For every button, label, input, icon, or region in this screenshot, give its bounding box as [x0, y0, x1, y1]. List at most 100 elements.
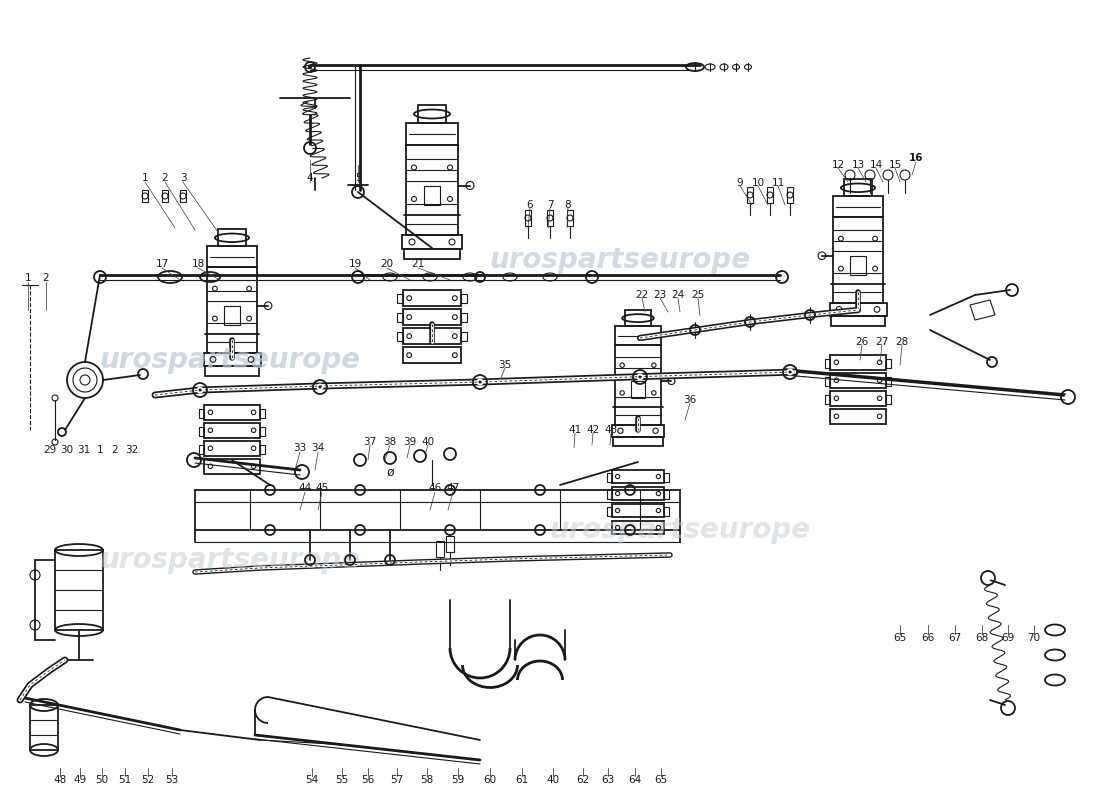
Text: urospartseurope: urospartseurope: [549, 516, 811, 544]
Text: 67: 67: [948, 633, 961, 643]
Bar: [462, 313, 468, 322]
Text: 16: 16: [909, 153, 923, 163]
Text: 55: 55: [336, 775, 349, 785]
Bar: [830, 373, 886, 387]
Text: 60: 60: [483, 775, 496, 785]
Circle shape: [789, 370, 792, 374]
Bar: [606, 490, 612, 499]
Bar: [462, 294, 468, 303]
Circle shape: [847, 173, 852, 178]
Circle shape: [476, 378, 484, 386]
Bar: [786, 187, 793, 203]
Text: 66: 66: [922, 633, 935, 643]
Bar: [625, 310, 651, 326]
Circle shape: [387, 455, 393, 461]
Text: 47: 47: [447, 483, 460, 493]
Text: 29: 29: [43, 445, 56, 455]
Circle shape: [197, 386, 204, 394]
Text: 42: 42: [586, 425, 600, 435]
Bar: [199, 409, 205, 418]
Circle shape: [198, 389, 201, 391]
Text: 69: 69: [1001, 633, 1014, 643]
Text: 40: 40: [421, 437, 434, 447]
Bar: [850, 256, 866, 274]
Circle shape: [902, 173, 908, 178]
Bar: [403, 309, 462, 326]
Bar: [397, 332, 403, 342]
Bar: [199, 426, 205, 435]
Text: 26: 26: [856, 337, 869, 347]
Bar: [424, 186, 440, 206]
Bar: [403, 347, 462, 363]
Text: 65: 65: [654, 775, 668, 785]
Circle shape: [868, 173, 872, 178]
Bar: [612, 425, 664, 437]
Text: 27: 27: [876, 337, 889, 347]
Bar: [260, 409, 265, 418]
Text: 2: 2: [162, 173, 168, 183]
Bar: [615, 346, 661, 425]
Text: 48: 48: [54, 775, 67, 785]
Circle shape: [984, 575, 991, 581]
Text: 46: 46: [428, 483, 441, 493]
Text: urospartseurope: urospartseurope: [99, 546, 361, 574]
Text: 44: 44: [298, 483, 311, 493]
Circle shape: [886, 173, 891, 178]
Bar: [612, 521, 664, 534]
Text: 17: 17: [155, 259, 168, 269]
Text: 53: 53: [165, 775, 178, 785]
Text: 63: 63: [602, 775, 615, 785]
Bar: [767, 187, 773, 203]
Bar: [218, 230, 245, 246]
Bar: [612, 487, 664, 500]
Bar: [566, 210, 573, 226]
Text: 23: 23: [653, 290, 667, 300]
Text: 1: 1: [24, 273, 31, 283]
Bar: [206, 366, 258, 375]
Bar: [606, 474, 612, 482]
Text: 12: 12: [832, 160, 845, 170]
Text: 14: 14: [869, 160, 882, 170]
Text: 5: 5: [354, 173, 361, 183]
Text: 8: 8: [564, 200, 571, 210]
Text: 3: 3: [179, 173, 186, 183]
Text: 70: 70: [1027, 633, 1041, 643]
Text: 2: 2: [43, 273, 50, 283]
Bar: [547, 210, 553, 226]
Bar: [207, 267, 256, 353]
Text: urospartseurope: urospartseurope: [99, 346, 361, 374]
Bar: [830, 355, 886, 370]
Bar: [224, 306, 240, 325]
Bar: [825, 394, 830, 403]
Text: 64: 64: [628, 775, 641, 785]
Bar: [199, 445, 205, 454]
Text: 52: 52: [142, 775, 155, 785]
Bar: [825, 377, 830, 386]
Bar: [834, 196, 882, 218]
Text: 58: 58: [420, 775, 433, 785]
Bar: [886, 377, 891, 386]
Circle shape: [358, 458, 363, 462]
Text: 11: 11: [771, 178, 784, 188]
Bar: [404, 249, 460, 259]
Bar: [397, 294, 403, 303]
Text: 45: 45: [316, 483, 329, 493]
Bar: [180, 190, 186, 202]
Text: 7: 7: [547, 200, 553, 210]
Text: 34: 34: [311, 443, 324, 453]
Text: 51: 51: [119, 775, 132, 785]
Text: 68: 68: [976, 633, 989, 643]
Text: 65: 65: [893, 633, 906, 643]
Text: 59: 59: [451, 775, 464, 785]
Bar: [205, 459, 260, 474]
Text: 2: 2: [112, 445, 119, 455]
Bar: [834, 218, 882, 302]
Bar: [825, 358, 830, 368]
Text: 35: 35: [498, 360, 512, 370]
Bar: [612, 504, 664, 517]
Text: 13: 13: [851, 160, 865, 170]
Bar: [446, 536, 454, 552]
Bar: [845, 179, 871, 196]
Text: urospartseurope: urospartseurope: [490, 246, 750, 274]
Bar: [886, 358, 891, 368]
